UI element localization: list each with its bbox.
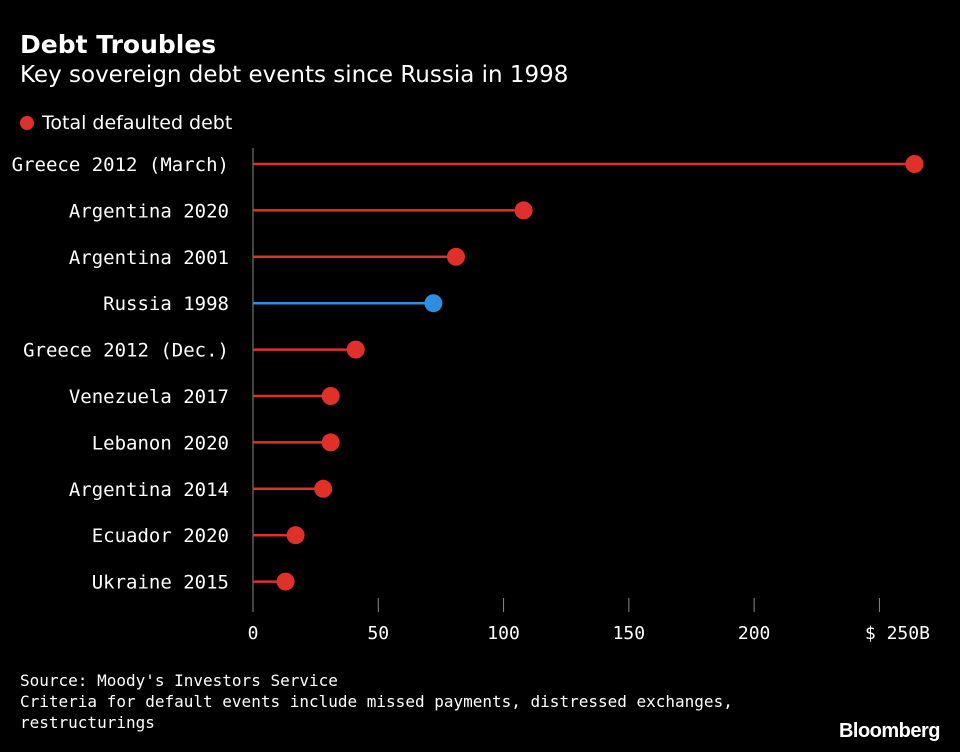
criteria-note-line-1: Criteria for default events include miss… (20, 692, 733, 711)
category-label: Lebanon 2020 (92, 432, 229, 454)
category-label: Ukraine 2015 (92, 572, 229, 594)
lollipop-dot (321, 433, 340, 452)
source-note: Source: Moody's Investors Service (20, 671, 338, 690)
category-label: Greece 2012 (Dec.) (23, 340, 229, 362)
lollipop-dot (905, 155, 924, 173)
axis-layer (252, 148, 880, 612)
marks-layer (253, 155, 924, 591)
bloomberg-logo: Bloomberg (838, 720, 941, 742)
chart-subtitle: Key sovereign debt events since Russia i… (20, 62, 569, 88)
x-tick-label: 50 (367, 623, 389, 644)
lollipop-dot (321, 387, 340, 405)
category-label: Argentina 2001 (69, 247, 229, 269)
x-tick-label: $ 250B (865, 623, 930, 644)
lollipop-dot (346, 340, 365, 359)
footer-notes: Source: Moody's Investors Service Criter… (20, 670, 733, 733)
category-label: Venezuela 2017 (69, 386, 229, 408)
category-label: Greece 2012 (March) (12, 154, 229, 176)
x-tick-label: 200 (738, 623, 771, 644)
legend: Total defaulted debt (20, 112, 232, 134)
category-label: Russia 1998 (103, 293, 229, 315)
x-tick-label: 0 (248, 623, 259, 644)
lollipop-dot (514, 201, 533, 220)
lollipop-dot (446, 247, 465, 266)
chart-title: Debt Troubles (20, 30, 217, 59)
lollipop-dot (276, 572, 295, 591)
category-label: Ecuador 2020 (92, 525, 229, 547)
lollipop-dot (424, 294, 443, 313)
legend-marker (20, 116, 34, 130)
criteria-note-line-2: restructurings (20, 713, 155, 732)
lollipop-dot (286, 526, 305, 545)
x-tick-label: 100 (487, 623, 520, 644)
x-tick-label: 150 (613, 623, 646, 644)
category-label: Argentina 2014 (69, 479, 229, 501)
lollipop-dot (314, 479, 333, 498)
category-label: Argentina 2020 (69, 200, 229, 222)
labels-layer: 0 50 100 150 200 $ 250B Greece 2012 (March) Arg… (12, 154, 930, 644)
legend-label: Total defaulted debt (42, 112, 233, 134)
